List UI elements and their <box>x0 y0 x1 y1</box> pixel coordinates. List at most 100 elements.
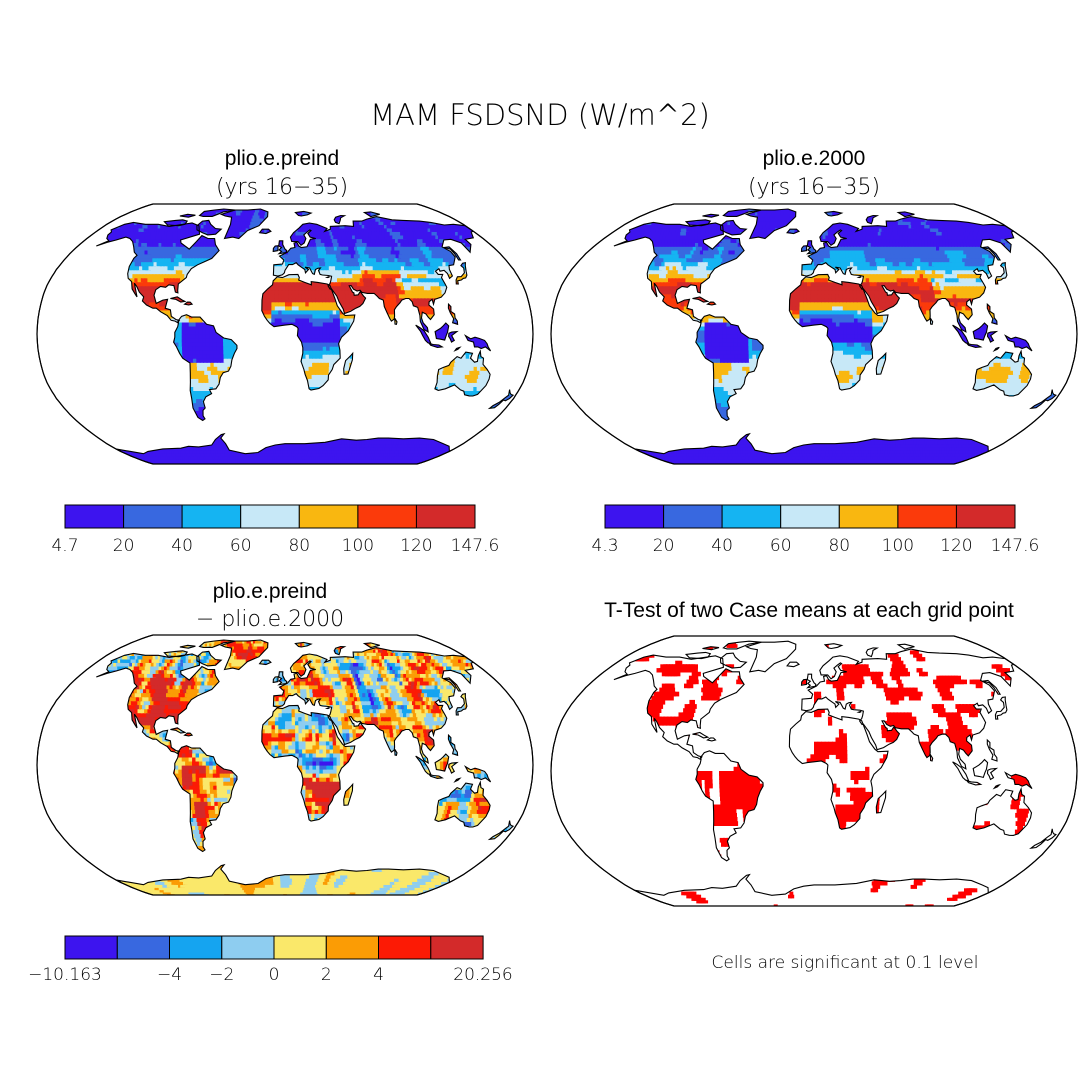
grid-cell <box>278 450 282 454</box>
grid-cell <box>299 443 303 448</box>
grid-cell <box>198 338 203 343</box>
grid-cell <box>439 382 445 387</box>
grid-cell <box>278 456 282 460</box>
grid-cell <box>191 402 197 407</box>
grid-cell <box>244 453 250 457</box>
grid-cell <box>201 394 207 399</box>
panel-p1-title: plio.e.preind <box>225 147 339 170</box>
grid-cell <box>307 450 312 454</box>
grid-cell <box>261 450 266 454</box>
grid-cell <box>304 443 308 448</box>
grid-cell <box>455 370 461 375</box>
grid-cell <box>285 453 288 457</box>
grid-cell <box>471 374 477 379</box>
grid-cell <box>226 342 231 347</box>
grid-cell <box>313 460 318 464</box>
grid-cell <box>299 456 303 460</box>
grid-cell <box>305 366 310 371</box>
grid-cell <box>259 460 263 464</box>
grid-cell <box>197 374 203 379</box>
grid-cell <box>266 450 270 454</box>
grid-cell <box>285 443 289 448</box>
grid-cell <box>304 453 308 457</box>
grid-cell <box>318 443 323 448</box>
grid-cell <box>473 386 479 391</box>
grid-cell <box>314 378 319 383</box>
grid-cell <box>275 443 279 448</box>
grid-cell <box>321 382 326 387</box>
grid-cell <box>257 460 261 464</box>
grid-cell <box>243 460 248 464</box>
grid-cell <box>280 453 284 457</box>
grid-cell <box>260 453 265 457</box>
grid-cell <box>450 362 456 367</box>
grid-cell <box>290 462 294 464</box>
grid-cell <box>206 354 211 359</box>
grid-cell <box>199 358 205 363</box>
grid-cell <box>285 446 288 451</box>
grid-cell <box>215 382 221 387</box>
grid-cell <box>192 358 198 363</box>
grid-cell <box>275 462 279 464</box>
grid-cell <box>316 443 321 448</box>
grid-cell <box>197 366 202 371</box>
grid-cell <box>199 386 205 391</box>
grid-cell <box>308 350 313 355</box>
grid-cell <box>302 460 306 464</box>
grid-cell <box>345 370 350 375</box>
grid-cell <box>196 410 202 415</box>
grid-cell <box>193 386 198 391</box>
grid-cell <box>307 460 312 464</box>
grid-cell <box>278 453 282 457</box>
grid-cell <box>349 354 354 359</box>
grid-cell <box>291 453 295 457</box>
grid-cell <box>448 374 454 379</box>
grid-cell <box>308 358 313 363</box>
grid-cell <box>277 446 281 451</box>
grid-cell <box>206 358 211 363</box>
grid-cell <box>283 462 286 464</box>
grid-cell <box>457 362 463 367</box>
grid-cell <box>210 358 215 363</box>
grid-cell <box>202 382 207 387</box>
grid-cell <box>280 456 284 460</box>
grid-cell <box>224 366 229 371</box>
grid-cell <box>267 456 272 460</box>
grid-cell <box>262 458 266 462</box>
grid-cell <box>321 378 326 383</box>
grid-cell <box>311 374 316 379</box>
grid-cell <box>468 390 474 395</box>
grid-cell <box>481 382 488 387</box>
grid-cell <box>293 450 298 454</box>
grid-cell <box>204 370 209 375</box>
grid-cell <box>199 410 205 415</box>
grid-cell <box>190 366 195 371</box>
grid-cell <box>198 394 204 399</box>
grid-cell <box>311 450 316 454</box>
grid-cell <box>275 460 278 464</box>
grid-cell <box>308 462 313 464</box>
grid-cell <box>287 456 290 460</box>
grid-cell <box>198 406 204 411</box>
grid-cell <box>315 362 320 367</box>
grid-cell <box>256 462 260 464</box>
grid-cell <box>318 366 323 371</box>
grid-cell <box>315 358 320 363</box>
grid-cell <box>469 370 475 375</box>
grid-cell <box>248 458 253 462</box>
grid-cell <box>192 354 197 359</box>
grid-cell <box>211 378 217 383</box>
grid-cell <box>456 378 462 383</box>
grid-cell <box>449 370 454 375</box>
grid-cell <box>287 443 291 448</box>
grid-cell <box>252 456 257 460</box>
grid-cell <box>226 354 232 359</box>
grid-cell <box>329 354 334 359</box>
grid-cell <box>479 370 485 375</box>
grid-cell <box>318 378 323 383</box>
grid-cell <box>316 450 321 454</box>
grid-cell <box>285 456 288 460</box>
grid-cell <box>470 378 476 383</box>
grid-cell <box>268 450 273 454</box>
grid-cell <box>269 453 273 457</box>
